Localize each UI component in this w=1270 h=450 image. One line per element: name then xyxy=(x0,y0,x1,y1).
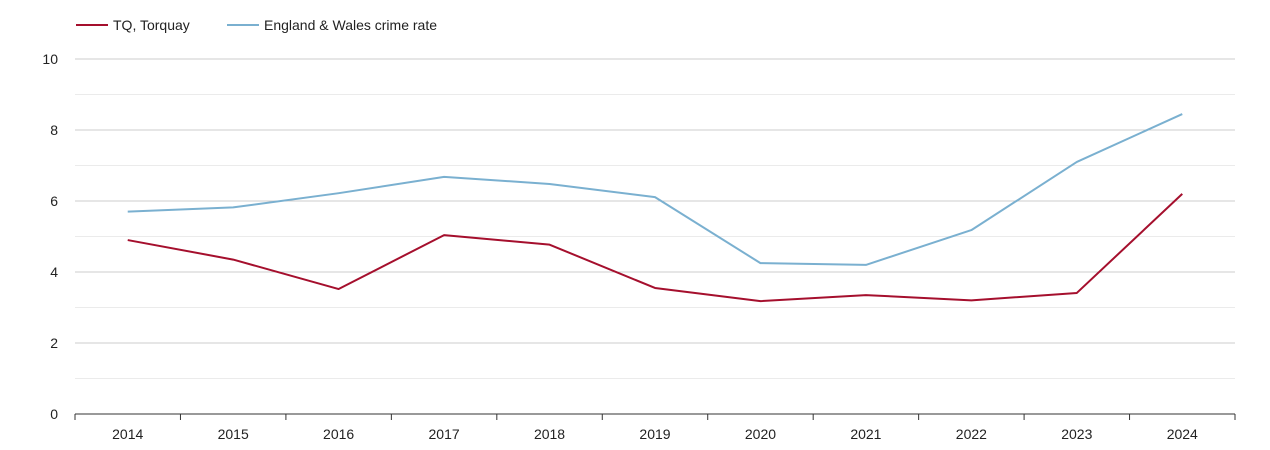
series-line-torquay[interactable] xyxy=(127,193,1183,303)
x-tick-label: 2017 xyxy=(429,426,460,442)
y-tick-label: 8 xyxy=(50,122,58,138)
y-tick-label: 6 xyxy=(50,193,58,209)
x-tick-label: 2020 xyxy=(745,426,776,442)
y-tick-label: 2 xyxy=(50,335,58,351)
x-tick-label: 2015 xyxy=(218,426,249,442)
y-tick-label: 4 xyxy=(50,264,58,280)
x-tick-label: 2023 xyxy=(1061,426,1092,442)
x-tick-label: 2018 xyxy=(534,426,565,442)
series-lines xyxy=(127,113,1183,303)
y-tick-label: 0 xyxy=(50,406,58,422)
x-tick-label: 2014 xyxy=(112,426,143,442)
legend: TQ, Torquay England & Wales crime rate xyxy=(76,17,437,33)
x-tick-label: 2016 xyxy=(323,426,354,442)
x-tick-label: 2022 xyxy=(956,426,987,442)
legend-label-england-wales[interactable]: England & Wales crime rate xyxy=(264,17,437,33)
gridlines xyxy=(75,58,1235,379)
legend-label-torquay[interactable]: TQ, Torquay xyxy=(113,17,190,33)
x-tick-label: 2024 xyxy=(1167,426,1198,442)
axes: 0 2 4 6 8 10 2014 2015 2016 2017 2018 2019 2020 2021 2… xyxy=(42,51,1236,442)
y-tick-label: 10 xyxy=(42,51,58,67)
x-tick-label: 2021 xyxy=(850,426,881,442)
x-tick-label: 2019 xyxy=(639,426,670,442)
series-line-england-wales[interactable] xyxy=(127,113,1183,266)
